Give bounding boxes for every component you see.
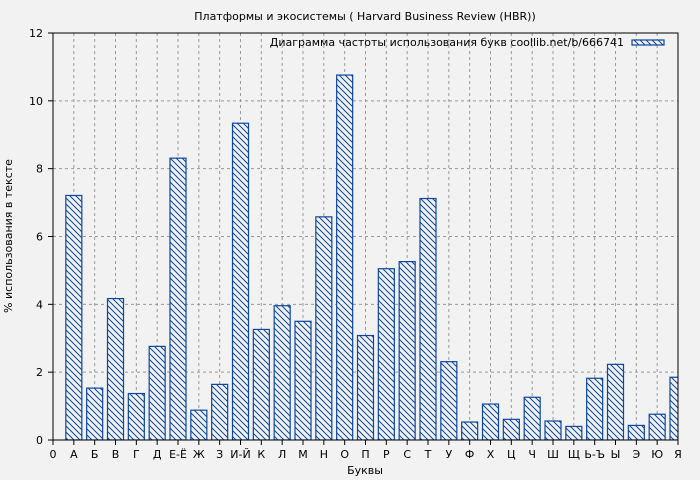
x-tick-label: П <box>361 448 369 461</box>
bar <box>627 424 645 440</box>
x-tick-label: Х <box>487 448 495 461</box>
y-tick-label: 2 <box>36 366 43 379</box>
bar <box>86 387 104 440</box>
x-axis-label: Буквы <box>347 464 383 477</box>
bar <box>481 403 500 440</box>
grid-lines <box>53 33 678 440</box>
bar <box>586 377 604 440</box>
x-tick-label: Д <box>153 448 162 461</box>
bar <box>190 409 208 440</box>
x-tick-label: Г <box>133 448 140 461</box>
x-tick-label: А <box>70 448 78 461</box>
x-tick-label: К <box>257 448 265 461</box>
bar <box>106 297 125 440</box>
bar <box>336 74 354 440</box>
x-tick-label: Л <box>278 448 286 461</box>
bar <box>606 363 625 440</box>
x-tick-label: Ы <box>611 448 621 461</box>
bar <box>440 361 458 440</box>
bar <box>148 345 166 440</box>
y-tick-label: 0 <box>36 434 43 447</box>
bar <box>565 425 583 440</box>
x-tick-label: Ч <box>528 448 536 461</box>
bar <box>377 268 395 440</box>
x-tick-label: Е-Ё <box>169 448 187 461</box>
legend: Диаграмма частоты использования букв coo… <box>270 36 665 49</box>
x-tick-label: С <box>403 448 411 461</box>
x-tick-label: Ю <box>651 448 663 461</box>
bar <box>65 194 83 440</box>
bar <box>315 216 333 440</box>
bar <box>273 305 291 440</box>
x-tick-label: 0 <box>50 448 57 461</box>
x-tick-label: Ц <box>507 448 516 461</box>
x-tick-label: Ф <box>465 448 474 461</box>
x-tick-label: Я <box>674 448 682 461</box>
bar <box>648 413 666 440</box>
bar <box>669 376 678 440</box>
bar <box>211 383 229 440</box>
x-tick-label: Ж <box>193 448 205 461</box>
legend-swatch <box>631 39 665 46</box>
bar <box>523 396 541 440</box>
x-tick-label: М <box>298 448 308 461</box>
bar <box>419 197 437 440</box>
chart-title: Платформы и экосистемы ( Harvard Busines… <box>194 10 535 23</box>
bar <box>356 334 375 440</box>
bar <box>169 157 187 440</box>
y-tick-label: 4 <box>36 298 43 311</box>
x-tick-label: Э <box>632 448 640 461</box>
y-tick-label: 6 <box>36 231 43 244</box>
bar <box>461 421 479 440</box>
x-tick-label: З <box>216 448 223 461</box>
bars <box>65 74 678 440</box>
x-tick-label: У <box>445 448 452 461</box>
bar <box>127 392 145 440</box>
x-tick-label: Щ <box>568 448 580 461</box>
x-tick-label: И-Й <box>230 448 250 461</box>
y-tick-label: 8 <box>36 163 43 176</box>
bar <box>398 260 416 440</box>
x-axis-ticks: 0 А Б В Г Д Е-Ё Ж З И-Й К Л М Н О П Р С Т У Ф Х Ц Ч Ш Щ Ь-Ъ Ы Э Ю Я <box>50 440 682 461</box>
bar <box>252 328 270 440</box>
bar <box>544 420 562 440</box>
y-axis-label: % использования в тексте <box>2 159 15 313</box>
y-tick-label: 10 <box>29 95 43 108</box>
x-tick-label: В <box>112 448 120 461</box>
y-tick-label: 12 <box>29 27 43 40</box>
y-axis-ticks: 0 2 4 6 8 10 12 <box>29 27 53 447</box>
bar <box>294 320 312 440</box>
x-tick-label: Ь-Ъ <box>584 448 605 461</box>
x-tick-label: О <box>340 448 349 461</box>
bar <box>502 418 520 440</box>
legend-label: Диаграмма частоты использования букв coo… <box>270 36 624 49</box>
x-tick-label: Т <box>424 448 432 461</box>
x-tick-label: Ш <box>547 448 559 461</box>
x-tick-label: Р <box>383 448 390 461</box>
x-tick-label: Н <box>320 448 328 461</box>
bar <box>231 122 250 440</box>
x-tick-label: Б <box>91 448 99 461</box>
